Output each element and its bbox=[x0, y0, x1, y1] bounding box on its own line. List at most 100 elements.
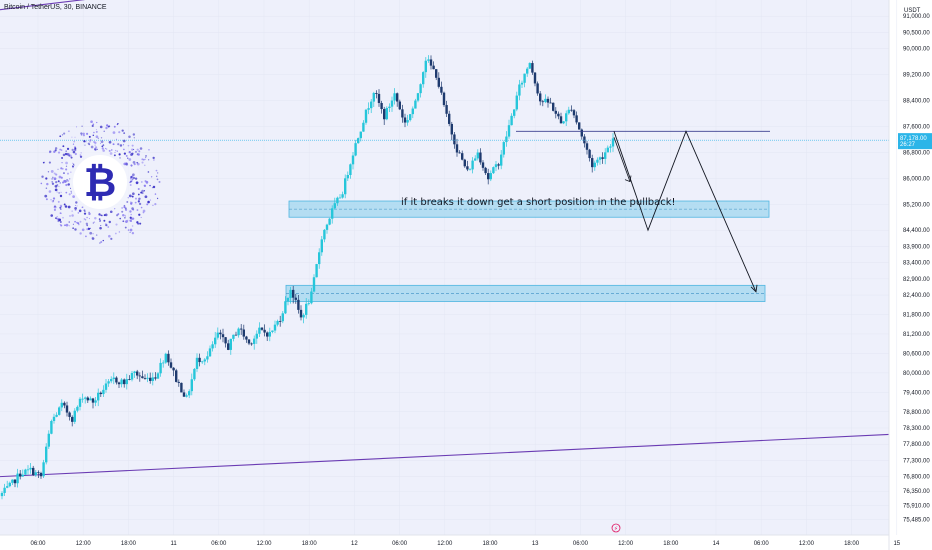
logo-dot bbox=[67, 172, 69, 175]
logo-dot bbox=[67, 183, 70, 186]
candle-body bbox=[489, 173, 492, 180]
candle-body bbox=[117, 382, 121, 385]
candle-body bbox=[507, 125, 511, 137]
candle-body bbox=[240, 328, 243, 330]
candle-body bbox=[47, 433, 50, 447]
logo-dot bbox=[134, 177, 138, 180]
candle-body bbox=[333, 203, 336, 209]
logo-dot bbox=[115, 223, 118, 226]
logo-dot bbox=[78, 209, 82, 213]
logo-dot bbox=[53, 208, 57, 211]
event-marker-circle[interactable] bbox=[611, 523, 621, 533]
time-axis[interactable]: 06:00 12:00 18:00 11 06:00 12:00 18:00 12 06:00 1… bbox=[30, 541, 900, 547]
logo-dot bbox=[125, 220, 128, 223]
logo-dot bbox=[85, 141, 87, 143]
logo-dot bbox=[136, 148, 139, 151]
logo-dot bbox=[60, 176, 63, 179]
logo-dot bbox=[55, 181, 58, 184]
candle-body bbox=[97, 392, 100, 401]
candle-body bbox=[297, 299, 300, 310]
logo-dot bbox=[66, 179, 70, 183]
logo-dot bbox=[43, 161, 45, 164]
y-tick-label: 88,400.00 bbox=[903, 99, 930, 105]
logo-dot bbox=[114, 149, 117, 152]
candle-body bbox=[409, 114, 412, 121]
logo-dot bbox=[92, 134, 95, 137]
logo-dot bbox=[138, 202, 142, 206]
logo-dot bbox=[89, 227, 91, 230]
y-tick-label: 81,200.00 bbox=[903, 332, 930, 338]
y-tick-label: 85,200.00 bbox=[903, 202, 930, 208]
logo-dot bbox=[134, 197, 137, 200]
logo-dot bbox=[152, 204, 154, 207]
logo-dot bbox=[71, 148, 74, 152]
candle-body bbox=[565, 113, 568, 122]
logo-dot bbox=[62, 172, 65, 175]
price-axis[interactable]: 91,000.00 90,500.00 90,000.00 89,200.00 88,4… bbox=[903, 14, 930, 523]
logo-dot bbox=[106, 148, 108, 150]
logo-dot bbox=[149, 199, 152, 201]
logo-dot bbox=[128, 158, 132, 161]
candle-body bbox=[32, 467, 35, 476]
candle-body bbox=[533, 72, 537, 84]
logo-dot bbox=[65, 161, 68, 165]
logo-dot bbox=[46, 182, 49, 186]
logo-dot bbox=[91, 237, 95, 240]
plot-area[interactable] bbox=[0, 0, 889, 535]
logo-dot bbox=[90, 120, 93, 124]
candle-body bbox=[141, 376, 144, 379]
y-tick-label: 76,800.00 bbox=[903, 475, 930, 481]
logo-dot bbox=[59, 135, 62, 138]
logo-dot bbox=[113, 125, 116, 128]
logo-dot bbox=[95, 234, 98, 236]
candle-body bbox=[58, 407, 61, 415]
candle-body bbox=[315, 264, 318, 278]
drawings bbox=[0, 130, 889, 293]
logo-dot bbox=[61, 161, 63, 164]
logo-dot bbox=[44, 194, 48, 198]
logo-dot bbox=[126, 201, 129, 203]
logo-dot bbox=[93, 131, 95, 134]
candle-body bbox=[567, 109, 570, 114]
candle-body bbox=[289, 289, 292, 298]
current-price-tag: 87,178.00 26:27 bbox=[898, 133, 932, 150]
logo-dot bbox=[94, 144, 96, 146]
event-marker[interactable]: ⚡ bbox=[611, 523, 621, 533]
candle-body bbox=[455, 144, 459, 153]
logo-dot bbox=[139, 222, 142, 225]
logo-dot bbox=[72, 223, 74, 225]
logo-dot bbox=[75, 201, 78, 204]
candle-body bbox=[102, 389, 105, 395]
candle-body bbox=[276, 320, 279, 325]
logo-dot bbox=[66, 152, 70, 156]
y-tick-label: 90,500.00 bbox=[903, 30, 930, 36]
logo-dot bbox=[72, 227, 74, 229]
logo-dot bbox=[127, 144, 130, 147]
short-arrow-1 bbox=[613, 137, 631, 182]
logo-dot bbox=[84, 210, 86, 213]
candle-body bbox=[559, 116, 563, 124]
logo-dot bbox=[147, 200, 150, 204]
candle-body bbox=[195, 357, 199, 369]
logo-dot bbox=[59, 148, 62, 151]
candle-body bbox=[445, 105, 448, 114]
logo-dot bbox=[107, 226, 110, 228]
logo-dot bbox=[71, 165, 75, 168]
candle-body bbox=[133, 371, 136, 374]
logo-dot bbox=[73, 140, 76, 143]
logo-dot bbox=[129, 228, 133, 232]
candle-body bbox=[528, 63, 531, 69]
logo-dot bbox=[118, 131, 121, 134]
logo-dot bbox=[55, 185, 57, 187]
logo-dot bbox=[88, 212, 91, 216]
candle-body bbox=[458, 152, 461, 154]
logo-dot bbox=[76, 126, 78, 128]
logo-dot bbox=[123, 152, 126, 155]
logo-dot bbox=[59, 206, 62, 209]
logo-dot bbox=[124, 216, 126, 219]
logo-dot bbox=[130, 175, 133, 179]
logo-dot bbox=[108, 140, 112, 144]
candle-body bbox=[531, 63, 534, 73]
logo-dot bbox=[72, 195, 75, 198]
